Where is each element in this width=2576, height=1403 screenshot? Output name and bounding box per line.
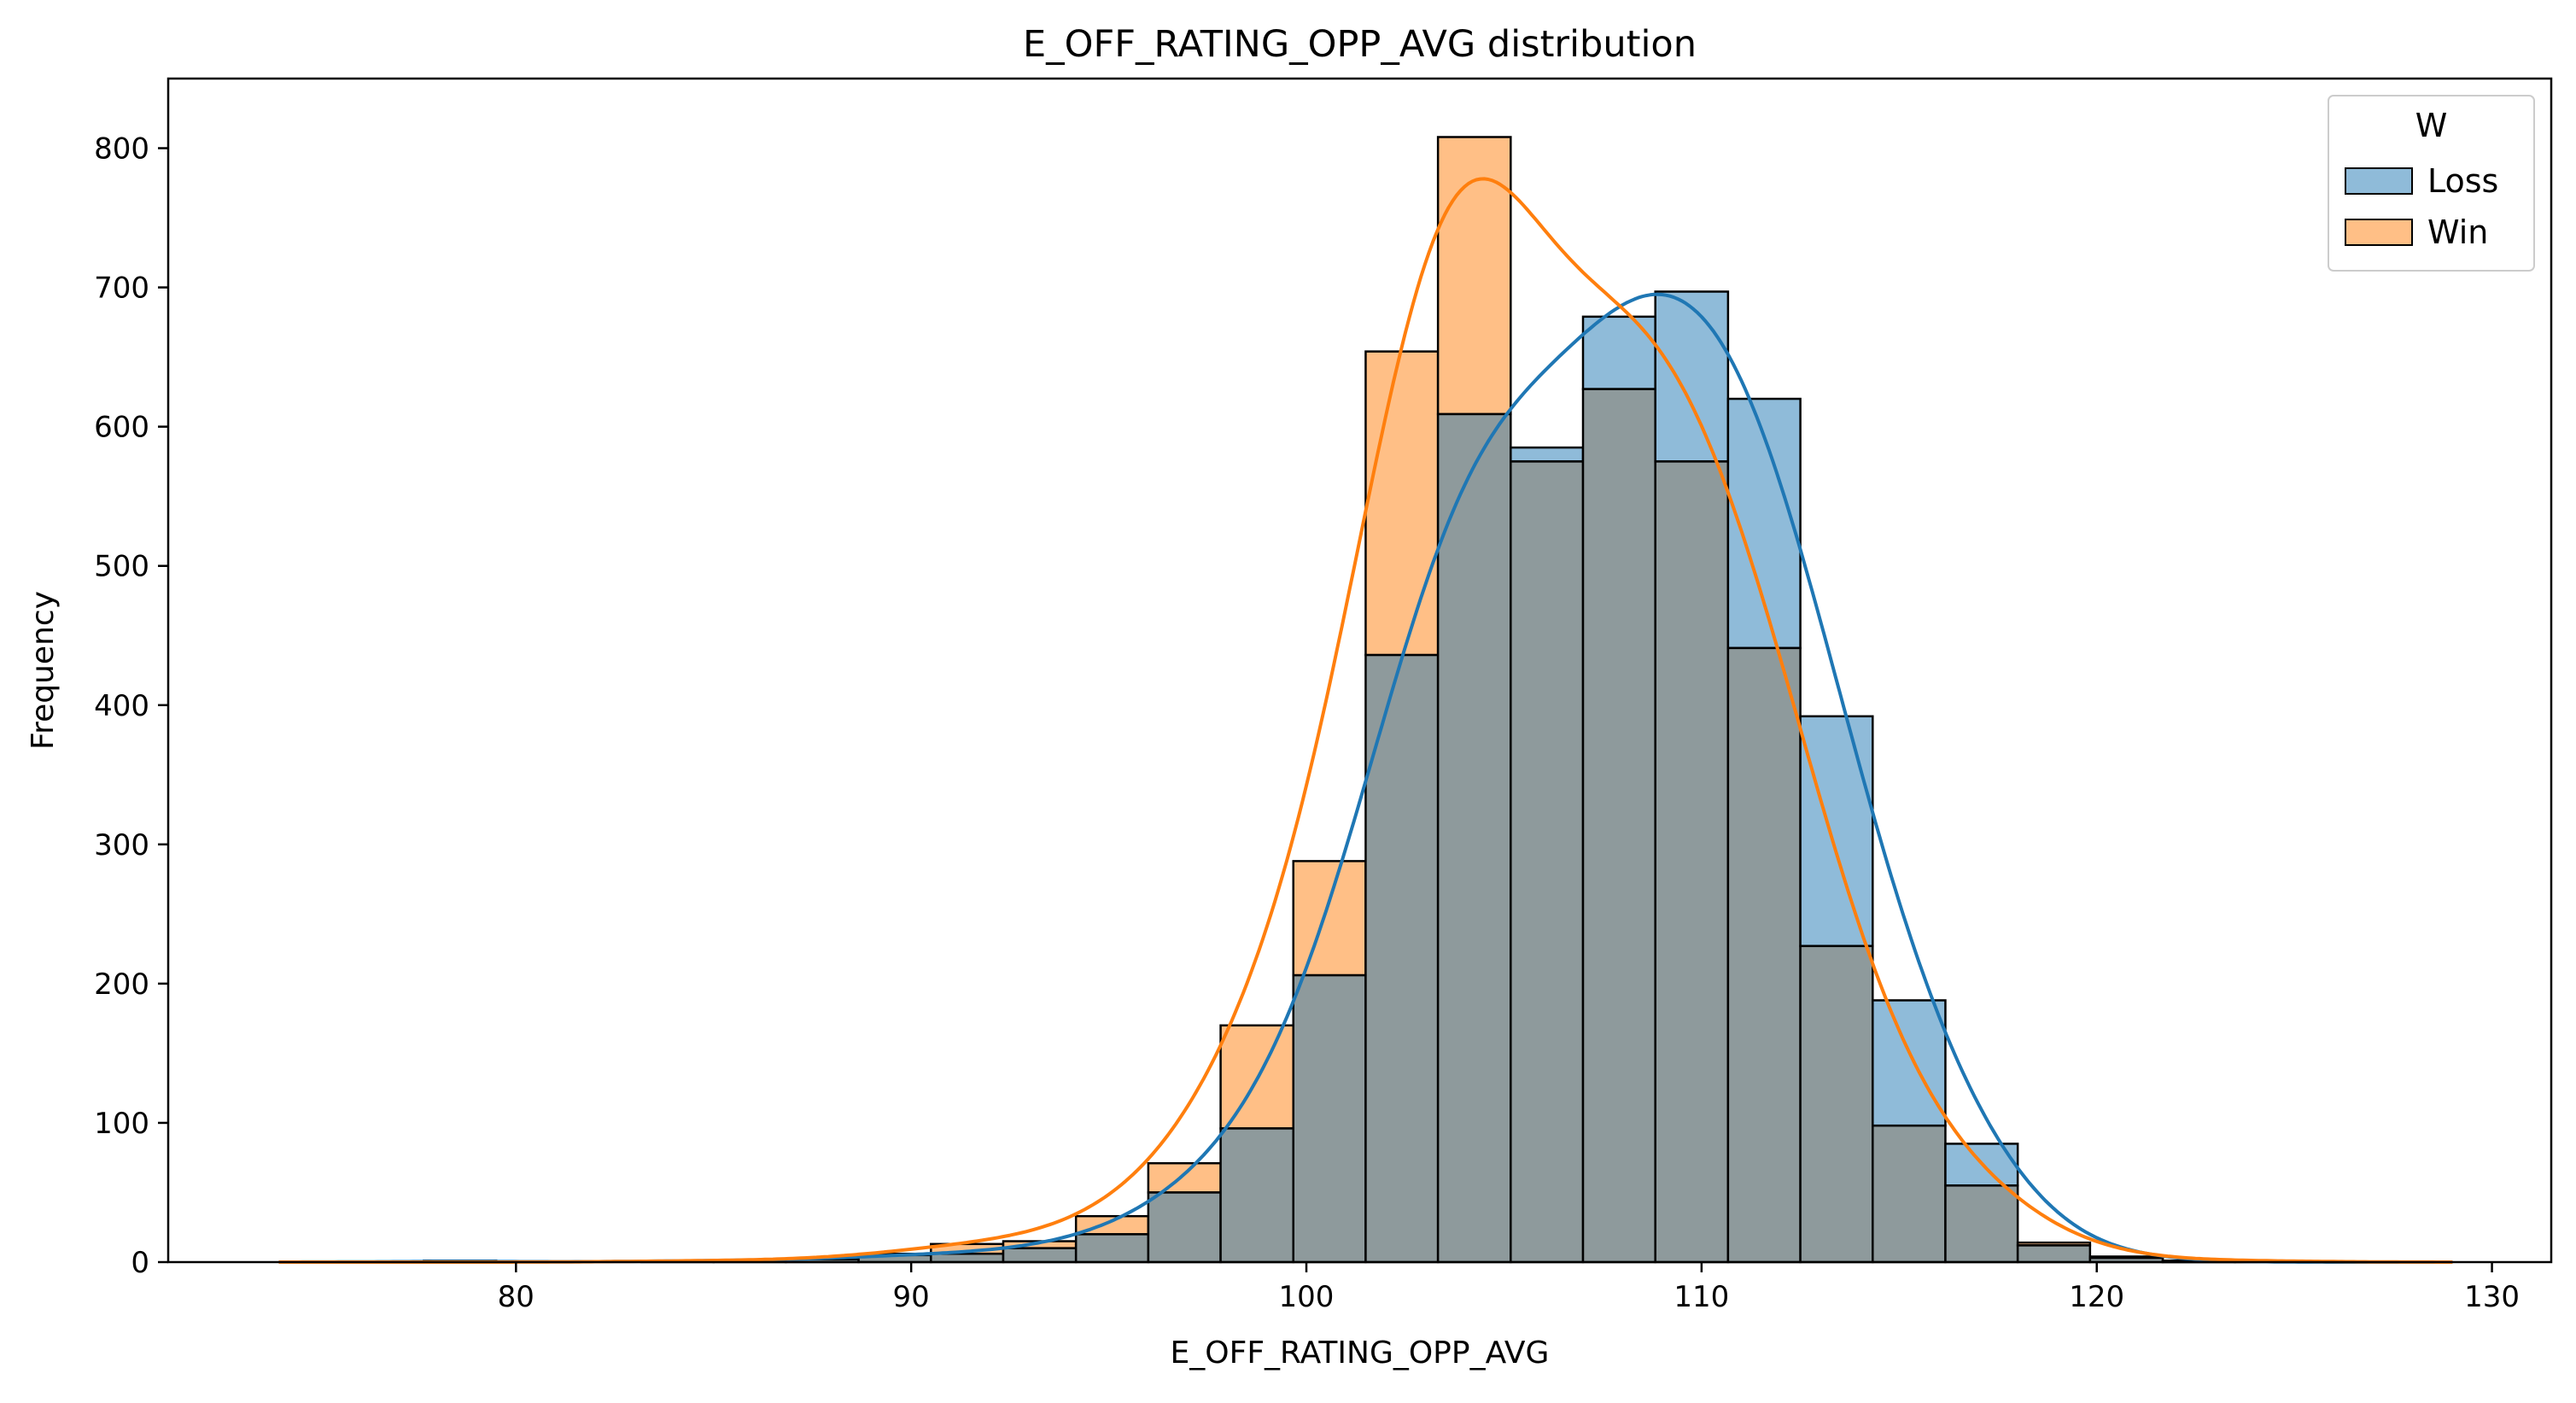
- bar-overlap-22: [1872, 1124, 1947, 1264]
- x-tick-label-100: 100: [1279, 1280, 1335, 1314]
- legend-swatch-loss: [2345, 167, 2413, 195]
- bar-win-excess-15: [1364, 350, 1440, 657]
- legend-label-loss: Loss: [2427, 162, 2498, 200]
- bar-overlap-11: [1074, 1233, 1150, 1264]
- legend-label-win: Win: [2427, 213, 2488, 251]
- bar-loss-excess-17: [1510, 446, 1585, 463]
- legend-swatch-win: [2345, 219, 2413, 246]
- bar-overlap-19: [1654, 460, 1730, 1264]
- bar-overlap-17: [1510, 460, 1585, 1264]
- bar-overlap-20: [1726, 646, 1802, 1264]
- chart-title: E_OFF_RATING_OPP_AVG distribution: [1023, 23, 1697, 66]
- x-tick-label-120: 120: [2069, 1280, 2124, 1314]
- legend-title: W: [2415, 107, 2448, 144]
- x-tick-label-90: 90: [893, 1280, 930, 1314]
- x-axis-label: E_OFF_RATING_OPP_AVG: [1171, 1336, 1550, 1371]
- bar-overlap-23: [1944, 1184, 2019, 1264]
- axes-layer: 80 90 100 110 120 130 0 100 200 300 400 500 600 700 80…: [94, 132, 2520, 1314]
- bar-overlap-10: [1002, 1247, 1078, 1264]
- x-tick-label-110: 110: [1674, 1280, 1729, 1314]
- y-tick-label-300: 300: [94, 828, 149, 862]
- y-tick-label-400: 400: [94, 689, 149, 723]
- bars-layer: [423, 136, 2309, 1264]
- bar-overlap-14: [1292, 973, 1367, 1264]
- bar-win-excess-14: [1292, 860, 1367, 977]
- bar-loss-excess-22: [1872, 999, 1947, 1127]
- bar-win-excess-16: [1436, 136, 1512, 416]
- y-tick-label-800: 800: [94, 132, 149, 167]
- y-tick-label-700: 700: [94, 272, 149, 306]
- plot-frame: [166, 77, 2553, 1264]
- bar-overlap-9: [930, 1252, 1005, 1264]
- bar-overlap-21: [1799, 944, 1874, 1264]
- bar-loss-excess-21: [1799, 715, 1874, 948]
- bar-overlap-18: [1581, 388, 1656, 1264]
- legend: W Loss Win: [2328, 95, 2535, 272]
- y-tick-label-200: 200: [94, 967, 149, 1002]
- x-tick-label-130: 130: [2464, 1280, 2520, 1314]
- bar-overlap-12: [1147, 1191, 1222, 1264]
- y-tick-label-0: 0: [131, 1246, 149, 1280]
- x-tick-label-80: 80: [498, 1280, 534, 1314]
- bar-win-excess-12: [1147, 1161, 1222, 1194]
- bar-loss-excess-19: [1654, 290, 1730, 463]
- y-tick-label-100: 100: [94, 1107, 149, 1141]
- y-tick-label-500: 500: [94, 550, 149, 584]
- bar-overlap-24: [2016, 1244, 2092, 1264]
- y-axis-label: Frequency: [26, 591, 61, 750]
- bar-overlap-13: [1219, 1127, 1294, 1264]
- y-tick-label-600: 600: [94, 411, 149, 445]
- bar-overlap-16: [1436, 412, 1512, 1264]
